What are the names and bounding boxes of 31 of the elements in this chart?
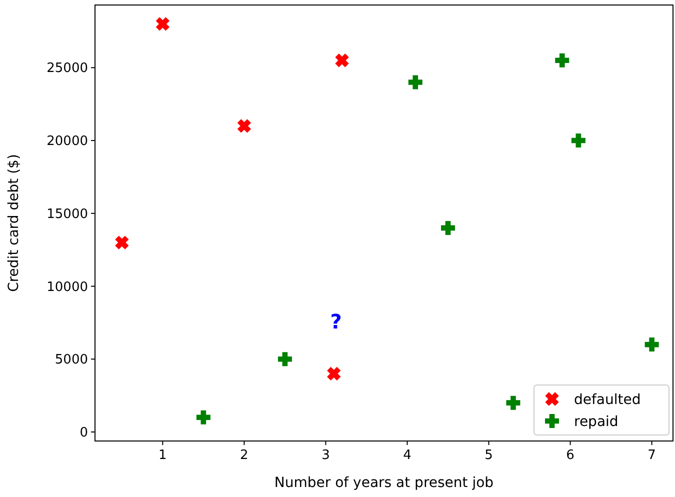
x-tick-label: 1 bbox=[158, 448, 167, 463]
point bbox=[237, 119, 252, 133]
y-tick-label: 25000 bbox=[46, 61, 88, 76]
x-axis-title: Number of years at present job bbox=[274, 475, 494, 491]
y-axis-title: Credit card debt ($) bbox=[6, 154, 22, 292]
x-tick-label: 6 bbox=[566, 448, 574, 463]
point bbox=[196, 410, 210, 424]
x-tick-label: 2 bbox=[240, 448, 248, 463]
y-tick-label: 15000 bbox=[46, 206, 88, 222]
point bbox=[555, 53, 570, 68]
y-tick-label: 5000 bbox=[54, 352, 88, 368]
point bbox=[327, 366, 341, 381]
x-tick-label: 4 bbox=[403, 448, 412, 463]
point bbox=[440, 220, 455, 235]
legend-label: repaid bbox=[574, 414, 618, 430]
point bbox=[278, 352, 292, 366]
y-tick-label: 0 bbox=[80, 426, 88, 441]
legend-label: defaulted bbox=[574, 392, 641, 408]
point bbox=[506, 396, 520, 410]
x-tick-label: 3 bbox=[322, 448, 330, 463]
point bbox=[335, 54, 349, 68]
point bbox=[644, 338, 659, 352]
point bbox=[115, 236, 129, 250]
point bbox=[156, 17, 170, 31]
y-tick-label: 10000 bbox=[46, 280, 88, 295]
x-tick-label: 5 bbox=[484, 448, 493, 463]
point bbox=[571, 134, 586, 148]
annotation: ? bbox=[330, 310, 342, 334]
y-tick-label: 20000 bbox=[46, 134, 88, 150]
point bbox=[408, 75, 422, 90]
x-tick-label: 7 bbox=[648, 448, 656, 463]
